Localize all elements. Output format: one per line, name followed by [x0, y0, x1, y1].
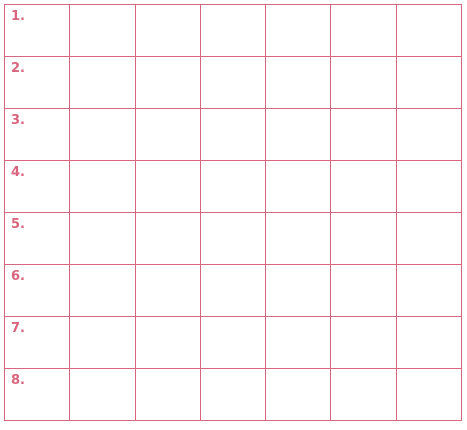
- grid-row: 7.: [3, 316, 463, 369]
- row-number: 5.: [11, 217, 25, 232]
- grid-cell: [395, 264, 463, 317]
- grid-cell: [69, 160, 136, 213]
- grid-row: 6.: [3, 264, 463, 317]
- grid-cell: [330, 56, 397, 109]
- grid-cell: [69, 108, 136, 161]
- grid-cell: [69, 212, 136, 265]
- row-label-cell: 8.: [3, 368, 71, 421]
- grid-cell: [330, 4, 397, 57]
- row-number: 4.: [11, 165, 25, 180]
- grid-cell: [265, 368, 332, 421]
- grid-cell: [395, 368, 463, 421]
- row-label-cell: 7.: [3, 316, 71, 369]
- grid-cell: [395, 56, 463, 109]
- grid-cell: [395, 316, 463, 369]
- grid-cell: [199, 368, 267, 421]
- grid-cell: [265, 108, 332, 161]
- row-number: 7.: [11, 321, 25, 336]
- grid-cell: [199, 56, 267, 109]
- grid-row: 5.: [3, 212, 463, 265]
- grid-cell: [134, 212, 201, 265]
- grid-cell: [134, 4, 201, 57]
- grid-table: 1. 2. 3. 4. 5. 6. 7. 8.: [3, 4, 463, 421]
- worksheet-grid: 1. 2. 3. 4. 5. 6. 7. 8.: [3, 4, 463, 421]
- grid-cell: [395, 4, 463, 57]
- grid-cell: [69, 264, 136, 317]
- row-label-cell: 4.: [3, 160, 71, 213]
- grid-row: 4.: [3, 160, 463, 213]
- grid-cell: [265, 56, 332, 109]
- grid-row: 8.: [3, 368, 463, 421]
- grid-cell: [134, 368, 201, 421]
- grid-cell: [199, 108, 267, 161]
- grid-cell: [330, 160, 397, 213]
- grid-cell: [265, 4, 332, 57]
- grid-cell: [134, 108, 201, 161]
- grid-cell: [330, 108, 397, 161]
- grid-row: 2.: [3, 56, 463, 109]
- row-number: 8.: [11, 373, 25, 388]
- grid-cell: [330, 368, 397, 421]
- grid-cell: [265, 212, 332, 265]
- grid-cell: [265, 264, 332, 317]
- grid-cell: [199, 160, 267, 213]
- grid-cell: [395, 212, 463, 265]
- row-number: 3.: [11, 113, 25, 128]
- grid-cell: [134, 316, 201, 369]
- grid-cell: [69, 56, 136, 109]
- grid-cell: [395, 160, 463, 213]
- grid-cell: [199, 316, 267, 369]
- grid-cell: [330, 316, 397, 369]
- row-number: 1.: [11, 9, 25, 24]
- grid-row: 3.: [3, 108, 463, 161]
- row-label-cell: 3.: [3, 108, 71, 161]
- grid-cell: [265, 316, 332, 369]
- grid-cell: [330, 264, 397, 317]
- row-number: 2.: [11, 61, 25, 76]
- grid-row: 1.: [3, 4, 463, 57]
- grid-cell: [395, 108, 463, 161]
- grid-cell: [199, 264, 267, 317]
- grid-cell: [69, 368, 136, 421]
- row-label-cell: 2.: [3, 56, 71, 109]
- grid-cell: [134, 160, 201, 213]
- grid-cell: [134, 56, 201, 109]
- grid-cell: [69, 316, 136, 369]
- row-label-cell: 6.: [3, 264, 71, 317]
- row-label-cell: 5.: [3, 212, 71, 265]
- row-label-cell: 1.: [3, 4, 71, 57]
- grid-cell: [199, 212, 267, 265]
- grid-cell: [330, 212, 397, 265]
- grid-cell: [69, 4, 136, 57]
- grid-cell: [265, 160, 332, 213]
- grid-cell: [199, 4, 267, 57]
- row-number: 6.: [11, 269, 25, 284]
- grid-cell: [134, 264, 201, 317]
